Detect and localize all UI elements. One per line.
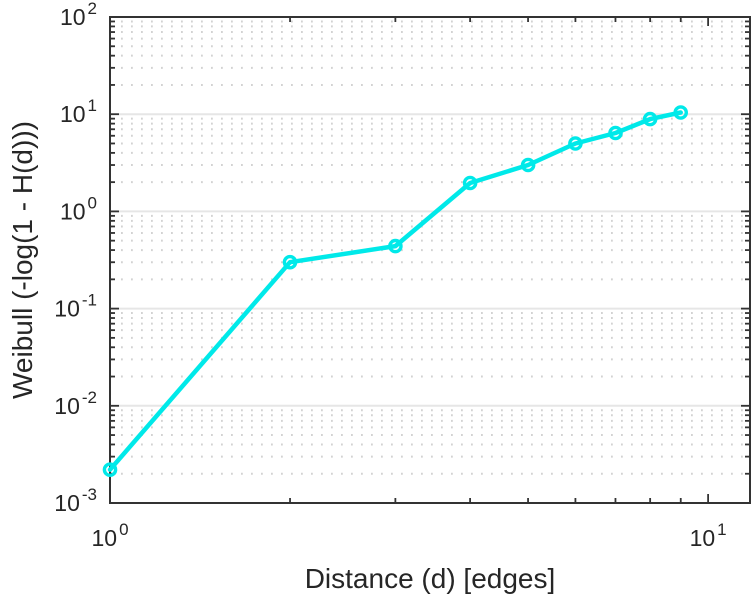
data-point-marker <box>608 125 623 141</box>
data-point-marker <box>388 238 403 254</box>
data-point-marker <box>462 175 478 191</box>
data-point-marker <box>282 254 298 270</box>
x-axis-label: Distance (d) [edges] <box>305 563 556 594</box>
data-point-marker <box>568 136 583 151</box>
y-axis-label: Weibull (-log(1 - H(d))) <box>7 121 38 399</box>
data-point-marker <box>673 105 689 120</box>
data-point-marker <box>520 157 536 173</box>
y-tick-label: 10 -2 <box>54 388 97 419</box>
y-tick-label: 10 1 <box>60 96 97 127</box>
data-line <box>107 110 683 472</box>
y-tick-label: 10 0 <box>60 193 97 224</box>
y-tick-label: 10 -1 <box>54 291 97 322</box>
x-tick-label: 10 1 <box>690 520 727 551</box>
y-tick-label: 10 2 <box>60 0 97 30</box>
x-tick-label: 10 0 <box>91 520 128 551</box>
data-point-marker <box>102 462 118 478</box>
y-tick-label: 10 -3 <box>54 485 97 516</box>
plot-box <box>109 16 751 504</box>
data-point-marker <box>642 111 658 127</box>
